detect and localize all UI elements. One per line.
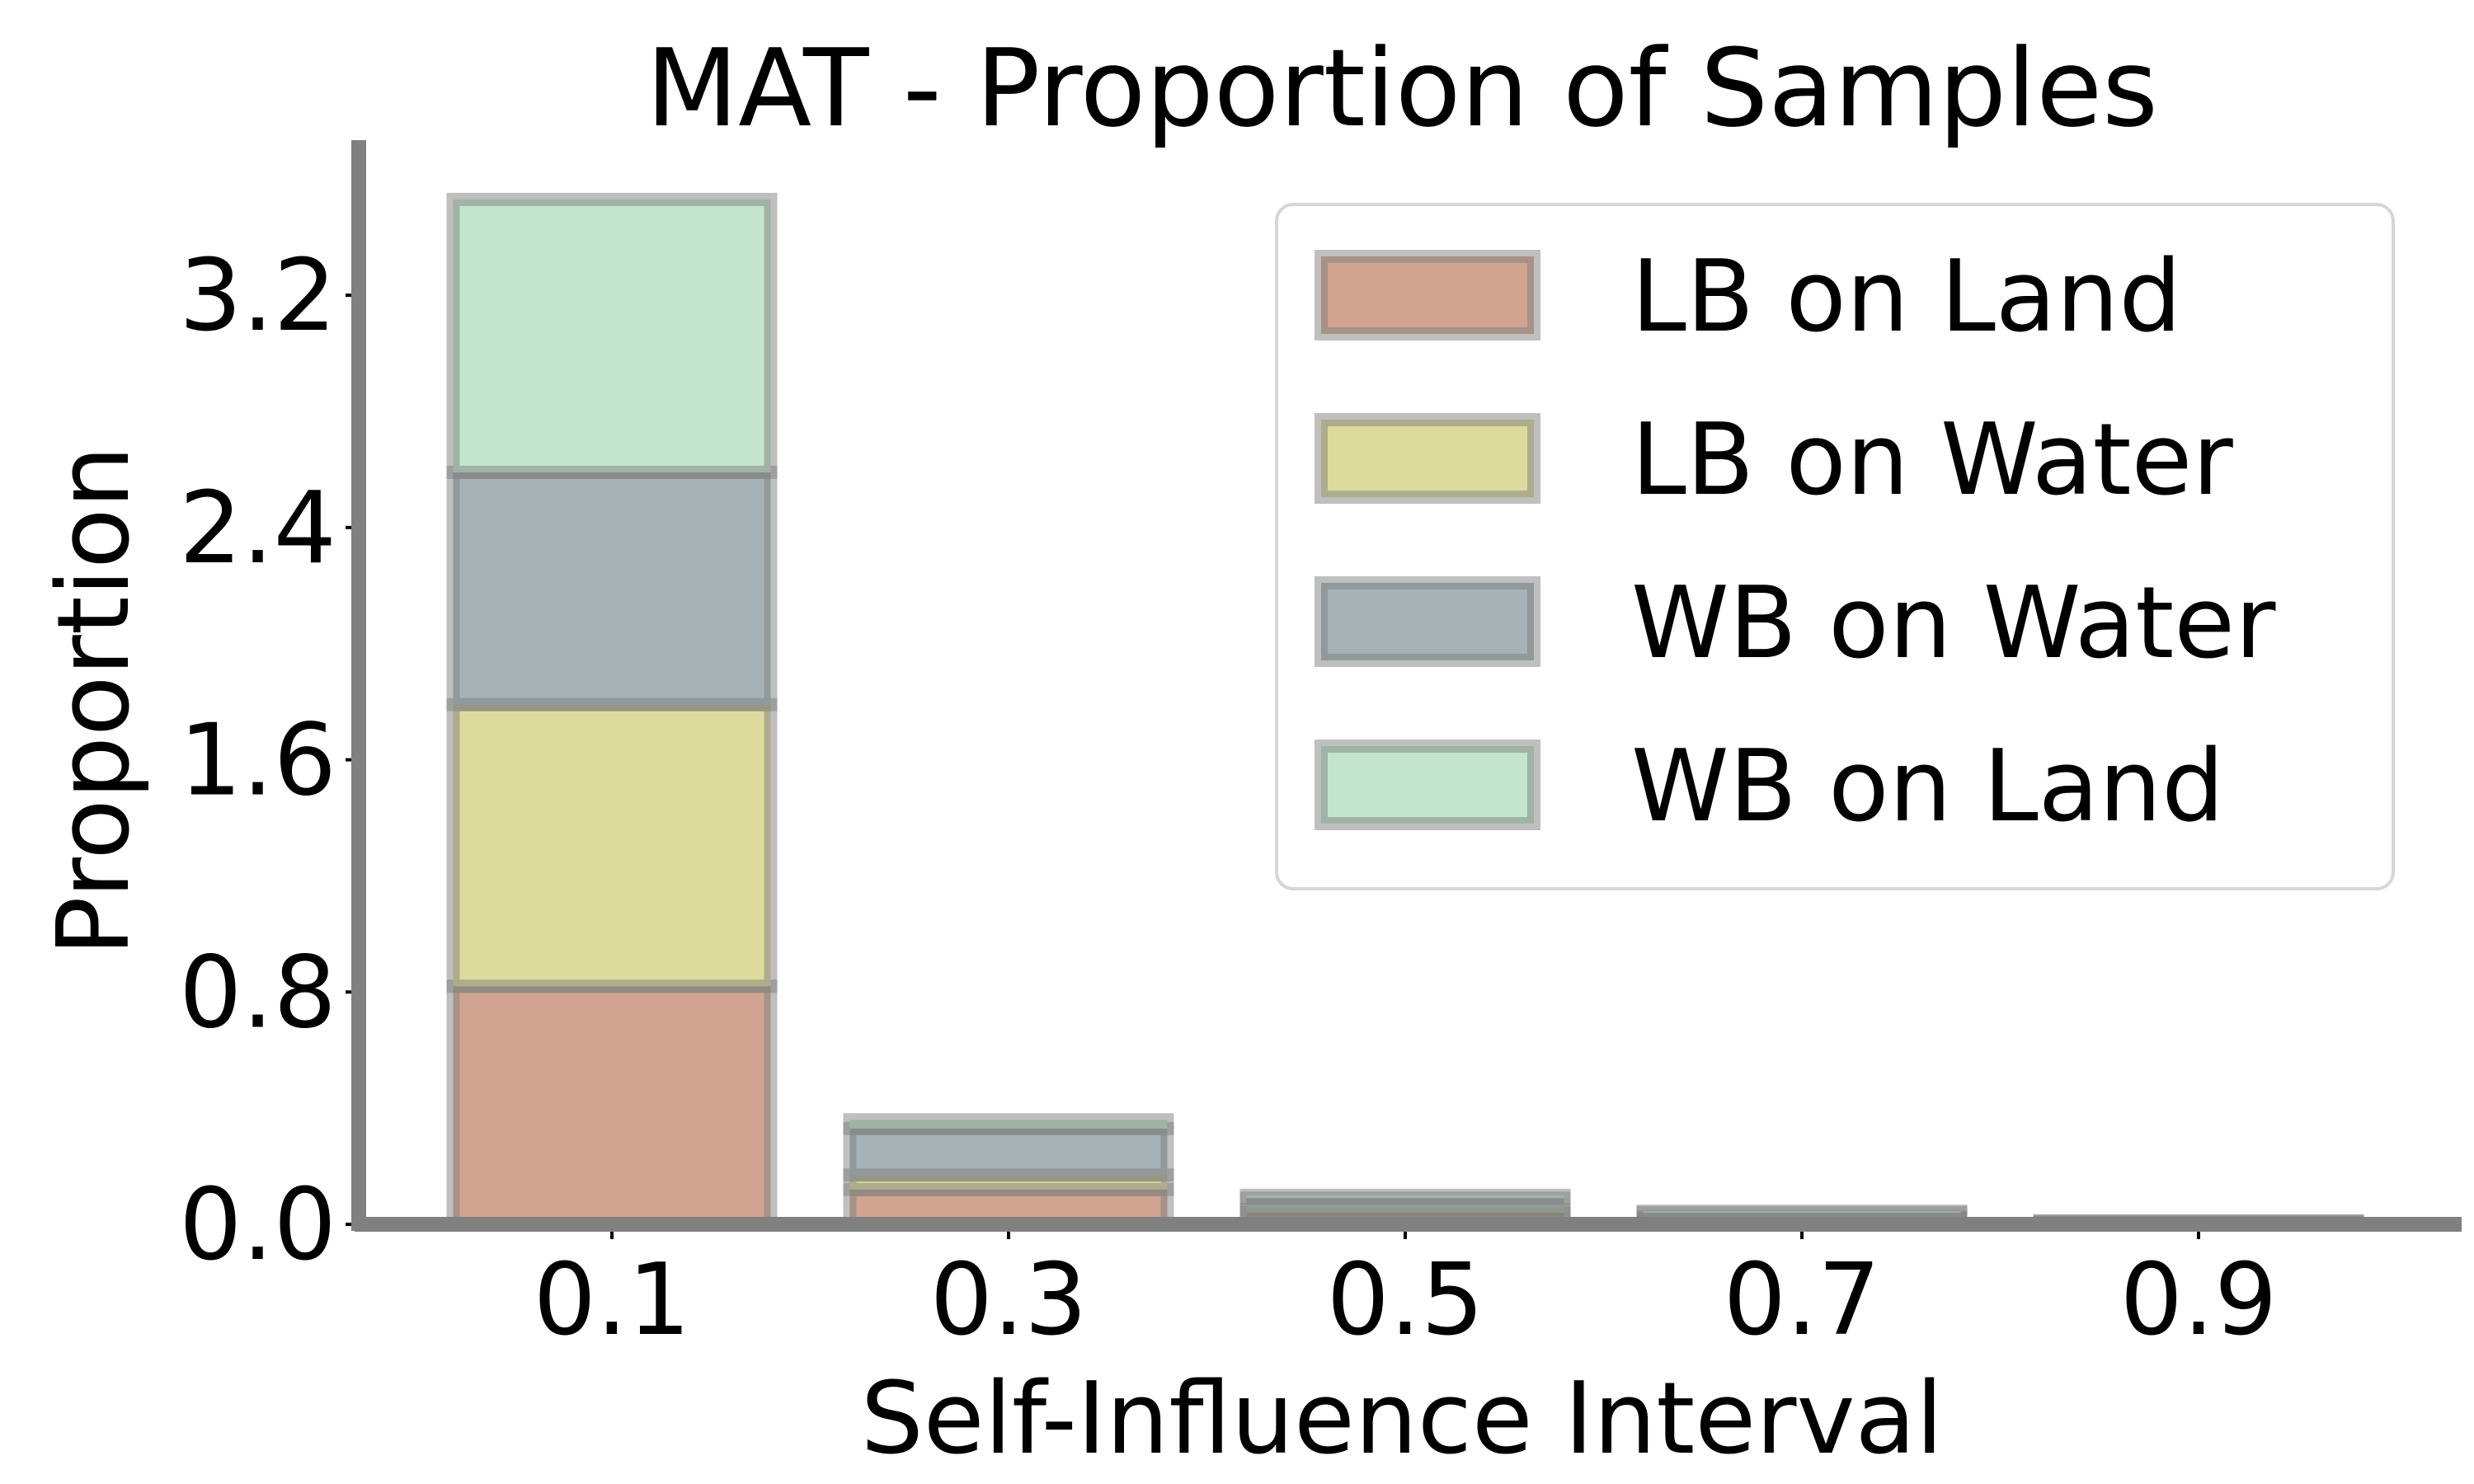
- x-tick-label: 0.9: [2120, 1243, 2278, 1358]
- y-tick-label: 1.6: [179, 704, 336, 819]
- y-tick-label: 0.0: [179, 1168, 336, 1283]
- bar-segment-wb-on-land-0.3: [843, 1113, 1174, 1135]
- bar-segment-wb-on-water-0.3: [843, 1121, 1174, 1182]
- x-tick-label: 0.1: [534, 1243, 691, 1358]
- legend-label: LB on Water: [1631, 403, 2233, 518]
- x-axis-label: Self-Influence Interval: [861, 1362, 1944, 1477]
- bar-segment-lb-on-land-0.1: [446, 979, 778, 1231]
- legend-swatch: [1315, 740, 1540, 830]
- bar-segment-wb-on-land-0.7: [1636, 1205, 1968, 1219]
- y-tick-label: 2.4: [179, 472, 336, 586]
- legend-swatch: [1315, 250, 1540, 340]
- axes-group: [351, 140, 2462, 1232]
- chart-title: MAT - Proportion of Samples: [646, 26, 2158, 151]
- y-axis-label: Proportion: [37, 445, 152, 956]
- x-tick-label: 0.3: [930, 1243, 1088, 1358]
- legend-label: WB on Water: [1631, 566, 2276, 681]
- x-tick-label: 0.7: [1724, 1243, 1881, 1358]
- bars-group: [446, 192, 2364, 1232]
- y-tick-label: 0.8: [179, 936, 336, 1050]
- ticks-group: 0.0 0.8 1.6 2.4 3.2 0.1 0.3 0.5 0.7 0.9: [179, 239, 2277, 1358]
- bar-segment-lb-on-water-0.1: [446, 697, 778, 993]
- legend-label: WB on Land: [1631, 730, 2224, 844]
- bar-segment-wb-on-land-0.5: [1239, 1188, 1571, 1205]
- legend: LB on Land LB on Water WB on Water WB on La…: [1275, 203, 2395, 890]
- legend-frame: [1275, 203, 2395, 890]
- legend-label: LB on Land: [1631, 240, 2182, 355]
- y-tick-label: 3.2: [179, 239, 336, 354]
- bar-segment-wb-on-water-0.1: [446, 465, 778, 711]
- bar-segment-wb-on-land-0.1: [446, 192, 778, 479]
- legend-swatch: [1315, 413, 1540, 504]
- legend-swatch: [1315, 576, 1540, 667]
- x-tick-label: 0.5: [1327, 1243, 1484, 1358]
